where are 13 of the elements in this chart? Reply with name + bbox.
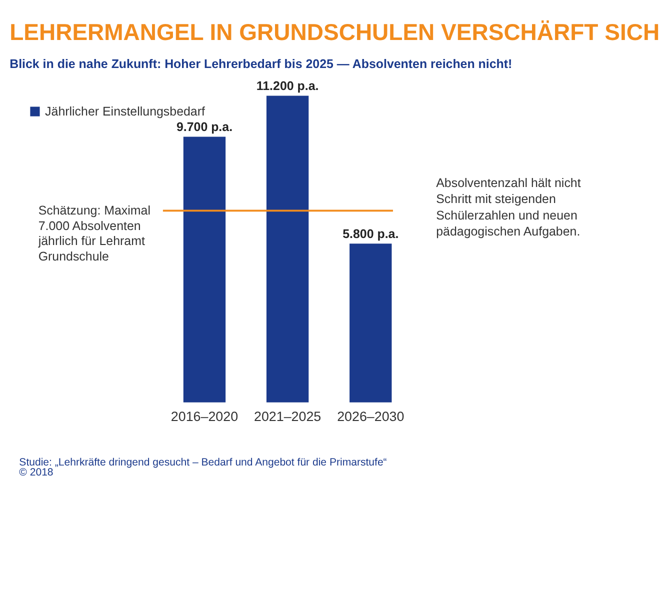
text: Studie: „Lehrkräfte dringend gesucht – Bedarf und Angebot für die Primarstufe“ (19, 456, 388, 469)
data-label: 11.200 p.a. (256, 78, 319, 93)
text: © 2018 (19, 466, 54, 478)
chart-subtitle: Blick in die nahe Zukunft: Hoher Lehrerbedarf bis 2025 — Absolventen reichen nicht! (10, 56, 512, 71)
x-tick-label: 2021–2025 (254, 409, 322, 424)
chart-title: LEHRERMANGEL IN GRUNDSCHULEN VERSCHÄRFT SICH (10, 19, 660, 46)
data-label: 9.700 p.a. (176, 120, 233, 134)
x-tick-label: 2026–2030 (337, 409, 404, 424)
text: Absolventenzahl hält nicht Schritt mit steigenden Schülerzahlen und neuen pädagogischen Aufgaben. (436, 176, 582, 239)
ref-line-label: Schätzung: Maximal 7.000 Absolventen jährlich für Lehramt Grundschule (37, 204, 150, 264)
x-tick-label: 2016–2020 (170, 409, 238, 424)
legend-label: Jährlicher Einstellungsbedarf (45, 104, 206, 118)
data-label: 5.800 p.a. (342, 226, 399, 241)
